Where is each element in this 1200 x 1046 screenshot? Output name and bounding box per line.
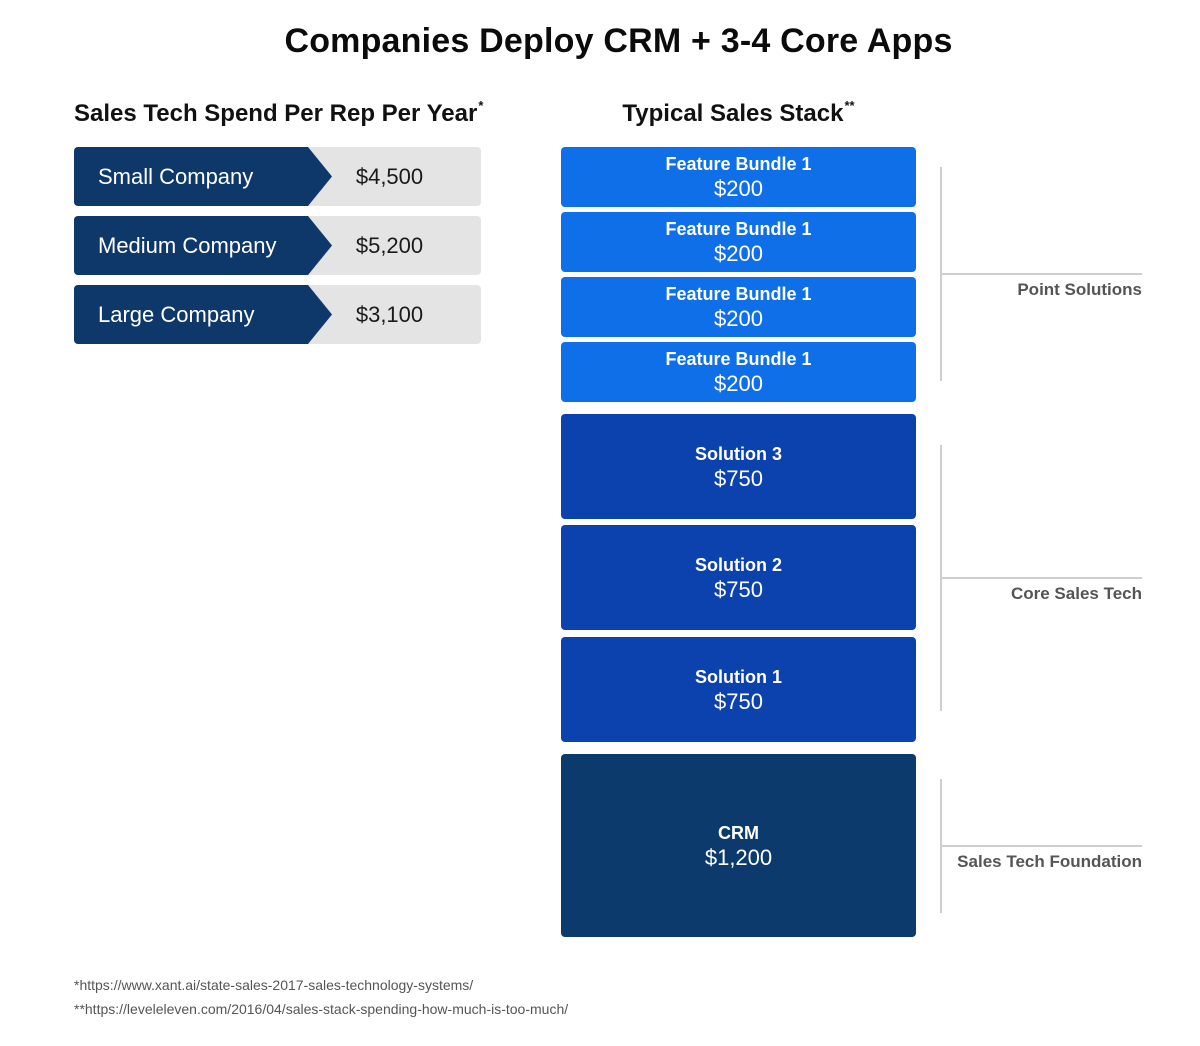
stack-block-name: Solution 2 <box>695 554 782 575</box>
footnote-source-2: **https://leveleleven.com/2016/04/sales-… <box>74 1001 569 1017</box>
stack-block-price: $1,200 <box>704 844 773 870</box>
stack-block-price: $750 <box>714 576 763 602</box>
spend-row-medium: Medium Company $5,200 <box>74 216 481 275</box>
left-panel-title-mark: * <box>478 98 484 113</box>
group-label-point-solutions: Point Solutions <box>1017 280 1142 299</box>
bracket-foundation-tick <box>940 845 1142 847</box>
spend-value: $3,100 <box>355 302 424 327</box>
right-panel-title: Typical Sales Stack** <box>561 98 916 128</box>
stack-block-solution-1: Solution 1 $750 <box>561 637 916 742</box>
spend-row-small: Small Company $4,500 <box>74 147 481 206</box>
right-panel-title-text: Typical Sales Stack <box>622 100 844 127</box>
bracket-core-sales-tech-tick <box>940 577 1142 579</box>
stack-block-name: Solution 1 <box>695 666 782 687</box>
left-panel-title: Sales Tech Spend Per Rep Per Year* <box>74 98 484 128</box>
stack-block-name: Solution 3 <box>695 443 782 464</box>
spend-value: $5,200 <box>355 233 424 258</box>
stack-block-price: $750 <box>714 688 763 714</box>
stack-block-feature-bundle: Feature Bundle 1 $200 <box>561 277 916 337</box>
stack-block-price: $200 <box>714 306 763 331</box>
bracket-point-solutions-tick <box>940 273 1142 275</box>
stack-block-feature-bundle: Feature Bundle 1 $200 <box>561 212 916 272</box>
spend-label-chevron <box>74 285 332 344</box>
stack-block-solution-2: Solution 2 $750 <box>561 525 916 630</box>
stack-block-feature-bundle: Feature Bundle 1 $200 <box>561 342 916 402</box>
left-panel-title-text: Sales Tech Spend Per Rep Per Year <box>74 100 478 127</box>
right-panel-title-mark: ** <box>844 98 855 113</box>
stack-block-name: Feature Bundle 1 <box>665 284 812 304</box>
spend-row-large: Large Company $3,100 <box>74 285 481 344</box>
spend-label: Large Company <box>98 302 255 327</box>
stack-block-feature-bundle: Feature Bundle 1 $200 <box>561 147 916 207</box>
stack-block-price: $200 <box>714 176 763 201</box>
spend-label: Small Company <box>98 164 254 189</box>
spend-label: Medium Company <box>98 233 277 258</box>
stack-block-crm: CRM $1,200 <box>561 754 916 937</box>
stack-block-price: $750 <box>714 465 763 491</box>
spend-label-chevron <box>74 147 332 206</box>
stack-block-solution-3: Solution 3 $750 <box>561 414 916 519</box>
stack-block-price: $200 <box>714 241 763 266</box>
stack-block-price: $200 <box>714 371 763 396</box>
stack-block-name: CRM <box>718 822 759 843</box>
stack-block-name: Feature Bundle 1 <box>665 219 812 239</box>
stack-block-name: Feature Bundle 1 <box>665 349 812 369</box>
page-title: Companies Deploy CRM + 3-4 Core Apps <box>284 22 953 60</box>
spend-value: $4,500 <box>355 164 424 189</box>
group-label-core-sales-tech: Core Sales Tech <box>1010 584 1142 603</box>
spend-label-chevron <box>74 216 332 275</box>
group-label-sales-tech-foundation: Sales Tech Foundation <box>957 852 1142 871</box>
footnote-source-1: *https://www.xant.ai/state-sales-2017-sa… <box>74 977 474 993</box>
stack-block-name: Feature Bundle 1 <box>665 154 812 174</box>
